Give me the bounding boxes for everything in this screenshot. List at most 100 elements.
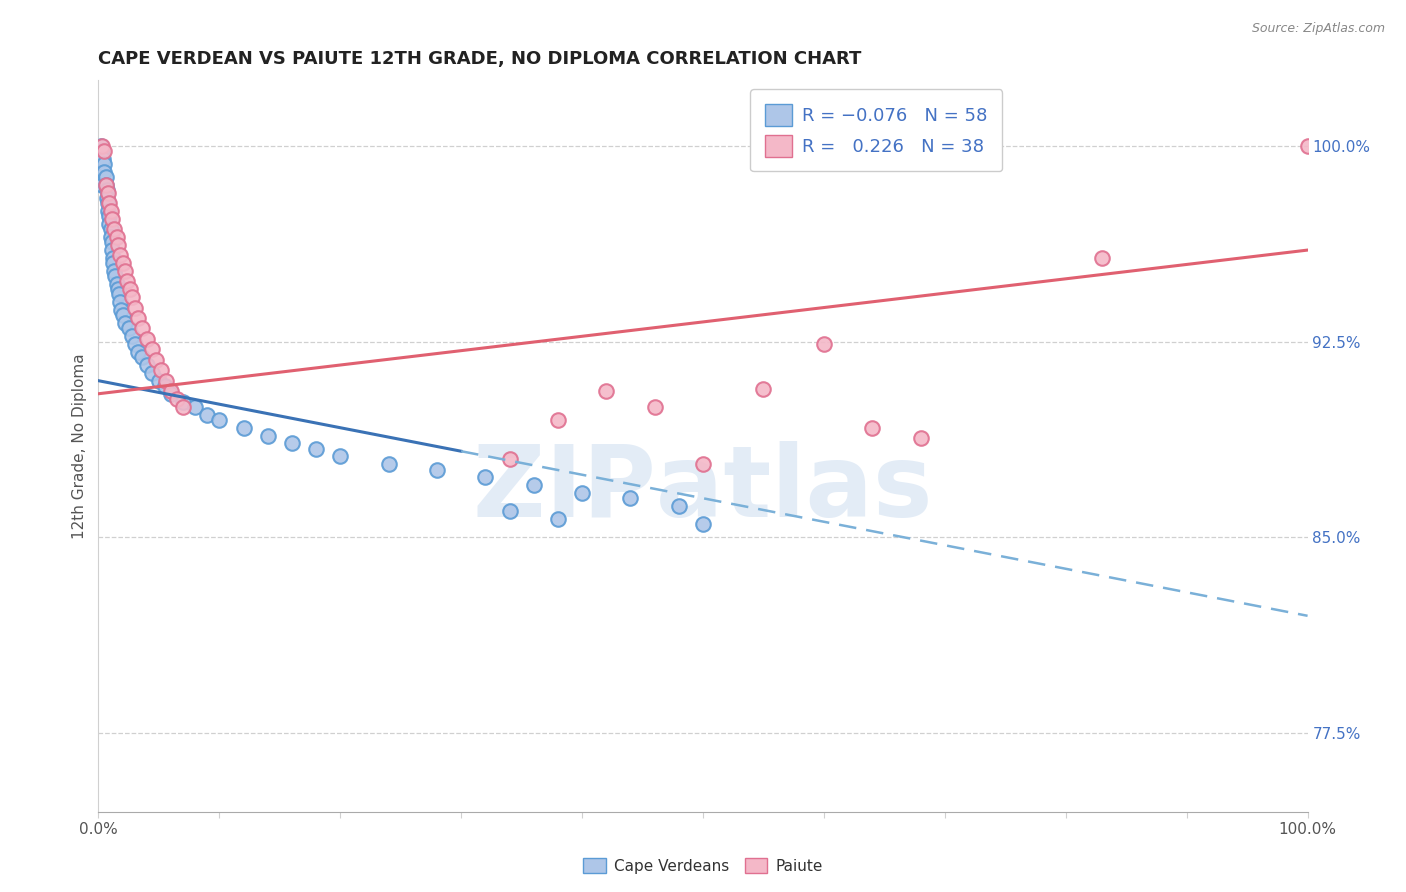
Point (118, 321, 141, 335)
Point (426, 462, 449, 476)
Point (752, 382, 775, 396)
Text: Source: ZipAtlas.com: Source: ZipAtlas.com (1251, 22, 1385, 36)
Point (281, 436, 304, 450)
Point (135, 358, 157, 372)
Point (148, 374, 170, 388)
Point (100, 211, 122, 226)
Point (910, 431, 932, 445)
Point (160, 384, 183, 398)
Point (111, 256, 134, 270)
Point (127, 310, 149, 325)
Legend: R = −0.076   N = 58, R =   0.226   N = 38: R = −0.076 N = 58, R = 0.226 N = 38 (751, 89, 1002, 171)
Point (98, 217, 121, 231)
Point (141, 343, 163, 357)
Legend: Cape Verdeans, Paiute: Cape Verdeans, Paiute (578, 852, 828, 880)
Point (93, 144, 115, 158)
Text: ZIP​atlas: ZIP​atlas (474, 442, 932, 539)
Point (498, 452, 520, 467)
Point (110, 303, 132, 318)
Point (100, 222, 122, 236)
Point (184, 400, 207, 414)
Point (131, 321, 153, 335)
Point (105, 277, 128, 291)
Point (595, 384, 617, 398)
Point (91, 138, 114, 153)
Point (1296, 138, 1319, 153)
Point (108, 287, 131, 301)
Point (91, 178, 114, 192)
Point (124, 301, 146, 315)
Point (644, 400, 666, 414)
Point (94, 169, 117, 184)
Point (1091, 251, 1114, 265)
Point (96, 191, 118, 205)
Point (100, 203, 122, 218)
Point (91, 144, 114, 158)
Point (195, 408, 218, 422)
Point (377, 458, 399, 472)
Point (101, 251, 124, 265)
Point (619, 491, 641, 506)
Point (813, 337, 835, 351)
Point (692, 458, 714, 472)
Point (100, 230, 122, 244)
Point (474, 470, 496, 484)
Point (860, 420, 883, 434)
Point (121, 290, 143, 304)
Point (97, 203, 120, 218)
Point (117, 274, 139, 288)
Point (108, 248, 131, 262)
Text: CAPE VERDEAN VS PAIUTE 12TH GRADE, NO DIPLOMA CORRELATION CHART: CAPE VERDEAN VS PAIUTE 12TH GRADE, NO DI… (98, 50, 862, 68)
Point (111, 309, 134, 323)
Point (104, 269, 127, 284)
Point (114, 264, 136, 278)
Point (160, 386, 183, 401)
Point (118, 282, 141, 296)
Point (91, 152, 114, 166)
Point (256, 428, 278, 442)
Point (98, 209, 121, 223)
Point (547, 413, 569, 427)
Point (153, 379, 176, 393)
Point (100, 243, 122, 257)
Point (105, 230, 128, 244)
Point (329, 450, 352, 464)
Point (97, 186, 120, 200)
Point (121, 329, 143, 343)
Point (96, 183, 118, 197)
Point (114, 316, 136, 330)
Point (141, 366, 163, 380)
Point (692, 517, 714, 532)
Point (150, 363, 173, 377)
Point (155, 374, 177, 388)
Point (103, 222, 125, 236)
Point (145, 352, 167, 367)
Point (498, 504, 520, 518)
Point (108, 295, 131, 310)
Point (93, 164, 115, 178)
Point (172, 394, 194, 409)
Point (547, 512, 569, 526)
Point (90, 138, 112, 153)
Point (131, 350, 153, 364)
Point (135, 332, 157, 346)
Y-axis label: 12th Grade, No Diploma: 12th Grade, No Diploma (72, 353, 87, 539)
Point (101, 256, 124, 270)
Point (124, 337, 146, 351)
Point (166, 392, 188, 406)
Point (232, 420, 254, 434)
Point (305, 442, 328, 456)
Point (107, 282, 129, 296)
Point (107, 237, 129, 252)
Point (103, 264, 125, 278)
Point (100, 235, 122, 250)
Point (94, 178, 117, 192)
Point (94, 178, 117, 192)
Point (97, 196, 120, 211)
Point (172, 400, 194, 414)
Point (523, 478, 546, 492)
Point (98, 196, 121, 211)
Point (93, 157, 115, 171)
Point (668, 499, 690, 513)
Point (208, 413, 231, 427)
